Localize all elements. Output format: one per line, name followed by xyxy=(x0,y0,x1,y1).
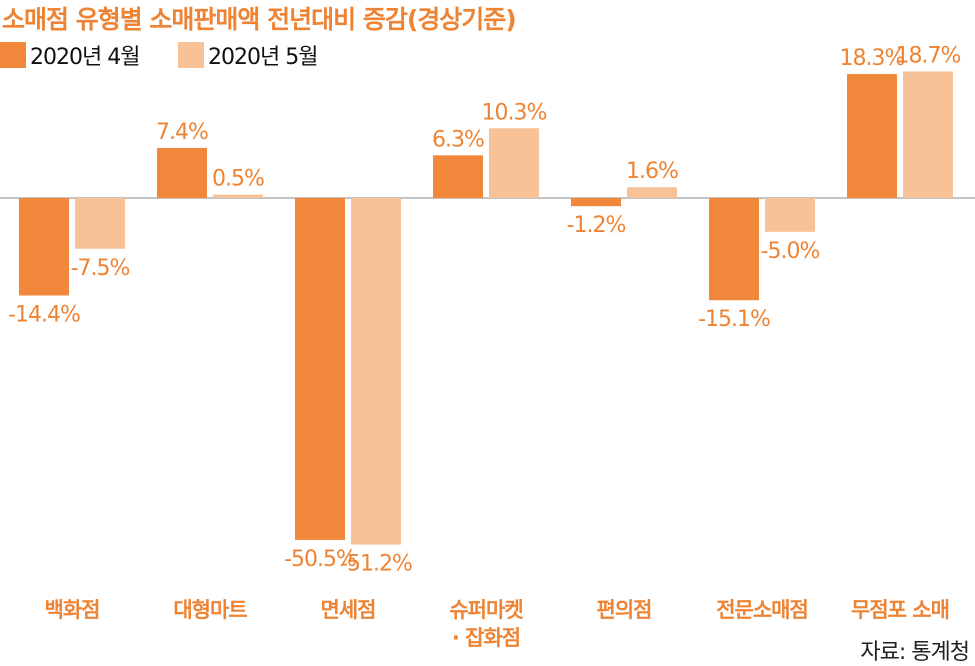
legend-swatch-series-2 xyxy=(178,42,204,68)
data-label-series-1-4: 6.3% xyxy=(432,127,484,152)
category-label-5: 편의점 xyxy=(597,598,652,622)
bar-series-2-3 xyxy=(351,198,401,545)
data-label-series-2-4: 10.3% xyxy=(482,100,547,125)
category-label-6: 전문소매점 xyxy=(716,598,808,622)
bar-series-2-5 xyxy=(627,187,677,198)
bar-series-1-5 xyxy=(571,198,621,207)
legend-label-series-1: 2020년 4월 xyxy=(30,45,140,70)
data-label-series-2-7: 18.7% xyxy=(896,43,961,68)
category-label-4-line-1: 슈퍼마켓 xyxy=(449,598,523,622)
legend-item-series-2: 2020년 5월 xyxy=(178,40,318,70)
bar-series-1-7 xyxy=(847,74,897,198)
chart-title: 소매점 유형별 소매판매액 전년대비 증감(경상기준) xyxy=(2,5,517,34)
data-label-series-2-1: -7.5% xyxy=(71,256,130,281)
data-label-series-2-6: -5.0% xyxy=(761,239,820,264)
data-label-series-1-6: -15.1% xyxy=(698,307,770,332)
data-label-series-1-2: 7.4% xyxy=(156,120,208,145)
legend-swatch-series-1 xyxy=(0,42,26,68)
data-label-series-2-2: 0.5% xyxy=(212,167,264,192)
category-label-3: 면세점 xyxy=(321,598,376,622)
bar-series-2-4 xyxy=(489,128,539,198)
data-label-series-2-5: 1.6% xyxy=(626,159,678,184)
category-label-2: 대형마트 xyxy=(173,598,247,622)
category-label-4-line-2: · 잡화점 xyxy=(452,626,520,650)
data-label-series-1-5: -1.2% xyxy=(567,213,626,238)
bar-series-1-3 xyxy=(295,198,345,540)
category-label-1: 백화점 xyxy=(45,598,100,622)
bar-series-2-7 xyxy=(903,71,953,198)
bar-series-2-6 xyxy=(765,198,815,232)
source-note: 자료: 통계청 xyxy=(860,640,970,665)
data-label-series-2-3: -51.2% xyxy=(340,552,412,577)
data-label-series-1-1: -14.4% xyxy=(8,302,80,327)
bar-series-1-6 xyxy=(709,198,759,301)
bar-series-1-2 xyxy=(157,147,207,198)
bar-series-2-1 xyxy=(75,198,125,249)
legend-item-series-1: 2020년 4월 xyxy=(0,40,140,70)
legend-label-series-2: 2020년 5월 xyxy=(208,45,318,70)
category-label-7: 무점포 소매 xyxy=(851,598,949,622)
data-label-series-1-3: -50.5% xyxy=(284,547,356,572)
bar-series-1-1 xyxy=(19,198,69,296)
data-label-series-1-7: 18.3% xyxy=(840,46,905,71)
bar-series-2-2 xyxy=(213,194,263,198)
bar-series-1-4 xyxy=(433,155,483,198)
